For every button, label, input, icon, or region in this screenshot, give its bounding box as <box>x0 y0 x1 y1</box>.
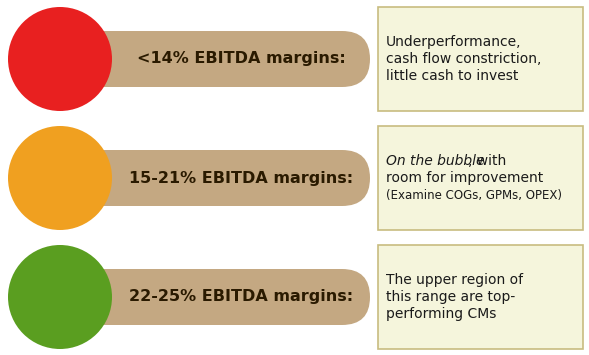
Text: The upper region of: The upper region of <box>386 273 523 287</box>
Ellipse shape <box>8 126 112 230</box>
FancyBboxPatch shape <box>38 150 370 206</box>
Text: Underperformance,: Underperformance, <box>386 35 521 49</box>
Text: little cash to invest: little cash to invest <box>386 69 518 83</box>
FancyBboxPatch shape <box>378 245 583 349</box>
Text: this range are top-: this range are top- <box>386 290 515 304</box>
Text: (Examine COGs, GPMs, OPEX): (Examine COGs, GPMs, OPEX) <box>386 189 562 202</box>
FancyBboxPatch shape <box>378 126 583 230</box>
Text: <14% EBITDA margins:: <14% EBITDA margins: <box>137 51 345 66</box>
Ellipse shape <box>8 7 112 111</box>
FancyBboxPatch shape <box>38 269 370 325</box>
FancyBboxPatch shape <box>378 7 583 111</box>
Text: 15-21% EBITDA margins:: 15-21% EBITDA margins: <box>129 170 353 186</box>
Text: , with: , with <box>468 154 507 168</box>
Text: performing CMs: performing CMs <box>386 307 497 321</box>
Text: cash flow constriction,: cash flow constriction, <box>386 52 541 66</box>
Text: 22-25% EBITDA margins:: 22-25% EBITDA margins: <box>129 289 353 305</box>
Ellipse shape <box>8 245 112 349</box>
Text: room for improvement: room for improvement <box>386 171 543 185</box>
Text: On the bubble: On the bubble <box>386 154 485 168</box>
FancyBboxPatch shape <box>38 31 370 87</box>
